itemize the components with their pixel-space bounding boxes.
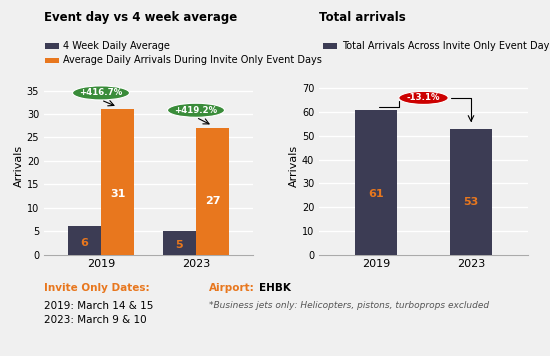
Bar [196, 128, 229, 255]
Text: Total arrivals: Total arrivals [319, 11, 406, 24]
Text: 6: 6 [80, 238, 89, 248]
Text: Airport:: Airport: [209, 283, 255, 293]
Bar [450, 129, 492, 255]
Text: Event day vs 4 week average: Event day vs 4 week average [44, 11, 237, 24]
Ellipse shape [73, 86, 129, 100]
Text: -13.1%: -13.1% [407, 93, 440, 103]
Y-axis label: Arrivals: Arrivals [14, 145, 24, 187]
Text: 2019: March 14 & 15
2023: March 9 & 10: 2019: March 14 & 15 2023: March 9 & 10 [44, 301, 153, 325]
Text: +416.7%: +416.7% [79, 88, 123, 98]
Text: 4 Week Daily Average: 4 Week Daily Average [63, 41, 170, 51]
Text: 5: 5 [175, 240, 183, 250]
Bar [163, 231, 196, 255]
Text: 61: 61 [368, 189, 384, 199]
Text: Average Daily Arrivals During Invite Only Event Days: Average Daily Arrivals During Invite Onl… [63, 55, 322, 65]
Bar [68, 226, 101, 255]
Text: EHBK: EHBK [258, 283, 290, 293]
Bar [355, 110, 397, 255]
Y-axis label: Arrivals: Arrivals [289, 145, 299, 187]
Text: 31: 31 [110, 189, 125, 199]
Text: *Business jets only: Helicopters, pistons, turboprops excluded: *Business jets only: Helicopters, piston… [209, 301, 489, 310]
Text: +419.2%: +419.2% [174, 106, 218, 115]
Text: Invite Only Dates:: Invite Only Dates: [44, 283, 150, 293]
Text: 27: 27 [205, 197, 221, 206]
Ellipse shape [168, 103, 224, 117]
Text: Total Arrivals Across Invite Only Event Days: Total Arrivals Across Invite Only Event … [342, 41, 550, 51]
Bar [101, 109, 134, 255]
Ellipse shape [399, 91, 448, 104]
Text: 53: 53 [463, 197, 478, 207]
